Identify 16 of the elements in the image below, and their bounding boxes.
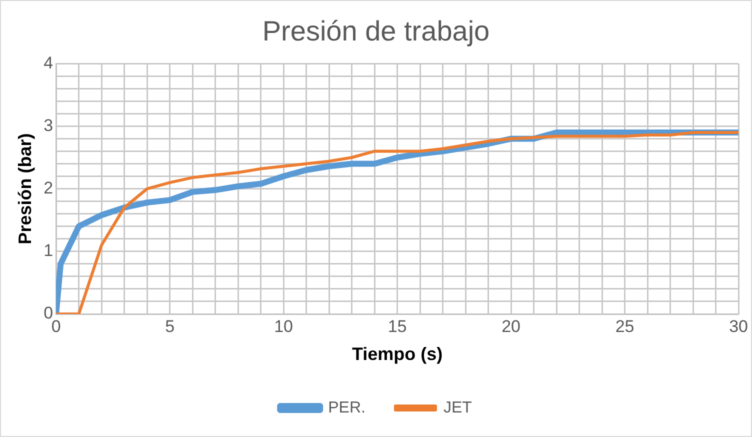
y-tick-label: 1 [44,241,54,260]
x-tick-label: 15 [388,316,407,336]
x-axis-title: Tiempo (s) [352,344,443,364]
y-tick-label: 2 [44,178,54,198]
x-tick-label: 30 [729,316,748,336]
legend-label: PER. [328,399,366,416]
x-tick-label: 5 [165,316,175,336]
y-tick-label: 3 [44,116,54,135]
chart-title: Presión de trabajo [262,16,490,47]
y-tick-label: 4 [44,53,54,72]
x-tick-label: 10 [274,316,294,336]
y-tick-label: 0 [44,304,54,323]
y-axis-title: Presión (bar) [14,133,35,244]
x-tick-label: 20 [502,316,521,336]
legend-label: JET [443,399,472,416]
x-tick-label: 25 [615,316,634,336]
